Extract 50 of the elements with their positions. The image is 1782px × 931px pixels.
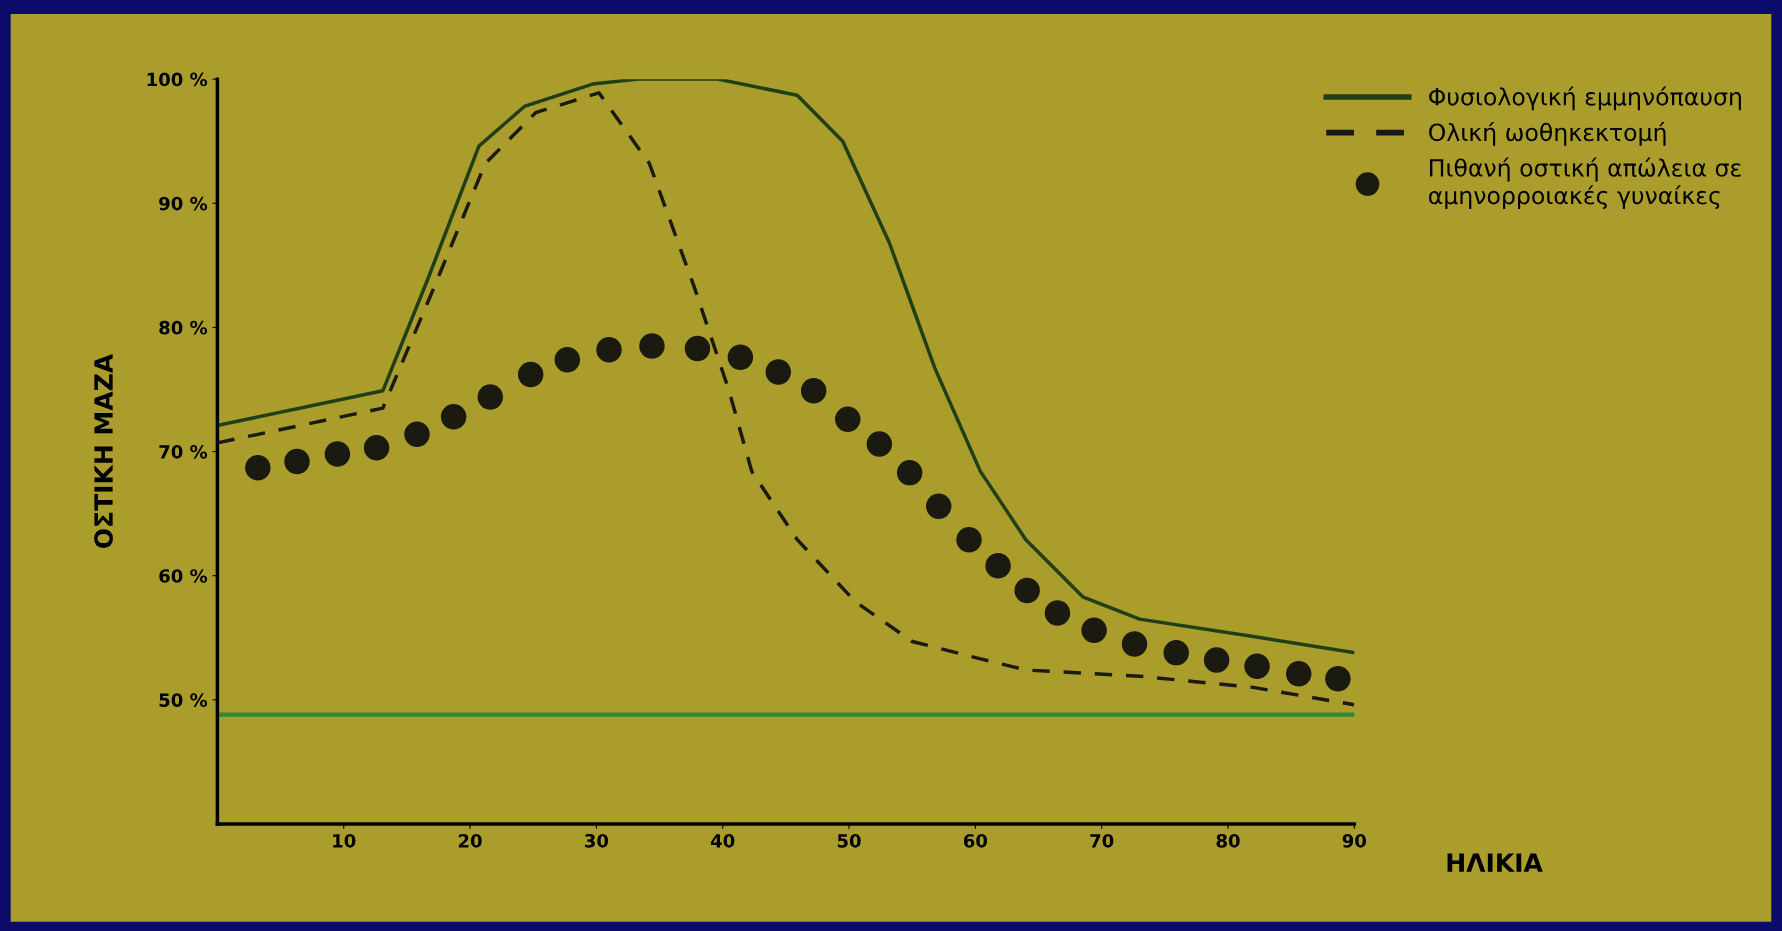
point xyxy=(956,526,982,553)
legend-label: Φυσιολογική εμμηνόπαυση xyxy=(1429,86,1741,111)
point xyxy=(1014,577,1040,604)
point xyxy=(324,441,351,467)
x-tick-label: 60 xyxy=(963,833,988,848)
point xyxy=(800,377,827,404)
point xyxy=(1044,600,1071,626)
point xyxy=(1286,661,1312,687)
point xyxy=(284,448,310,475)
x-tick-label: 40 xyxy=(710,833,735,848)
y-axis-title: ΟΣΤΙΚΗ ΜΑΖΑ xyxy=(94,353,113,548)
point xyxy=(765,359,792,385)
point xyxy=(985,553,1011,579)
point xyxy=(596,337,622,363)
x-tick-label: 90 xyxy=(1342,833,1367,848)
y-tick-label: 100 % xyxy=(147,72,208,87)
x-tick-label: 80 xyxy=(1216,833,1240,848)
y-tick-label: 50 % xyxy=(159,693,208,707)
point xyxy=(1325,665,1351,692)
x-tick-label: 70 xyxy=(1090,833,1114,848)
point xyxy=(1081,617,1107,644)
point xyxy=(727,344,754,370)
point xyxy=(440,404,467,430)
point xyxy=(1203,647,1230,673)
x-tick-label: 10 xyxy=(333,833,356,848)
x-tick-label: 20 xyxy=(458,833,482,848)
point xyxy=(1244,653,1270,680)
point xyxy=(245,454,271,481)
point xyxy=(639,333,665,359)
y-tick-label: 60 % xyxy=(159,569,208,583)
point xyxy=(896,459,923,486)
point xyxy=(925,493,952,519)
point xyxy=(517,361,544,388)
point xyxy=(477,384,503,410)
point xyxy=(363,435,390,461)
y-tick-label: 90 % xyxy=(159,196,208,211)
y-tick-label: 70 % xyxy=(159,444,208,459)
point xyxy=(835,406,861,432)
point xyxy=(1121,631,1148,657)
point xyxy=(866,431,893,457)
point xyxy=(404,421,430,447)
x-tick-label: 30 xyxy=(585,833,609,848)
point xyxy=(1163,639,1189,666)
legend-label: Ολική ωοθηκεκτομή xyxy=(1429,122,1666,146)
point xyxy=(684,335,711,362)
point xyxy=(554,346,581,373)
y-tick-label: 80 % xyxy=(159,320,208,335)
legend-label: Πιθανή οστική απώλεια σε αμηνορροιακές γυναίκες xyxy=(1429,157,1741,210)
x-tick-label: 50 xyxy=(837,833,861,848)
x-axis-title: ΗΛΙΚΙΑ xyxy=(1447,853,1543,872)
